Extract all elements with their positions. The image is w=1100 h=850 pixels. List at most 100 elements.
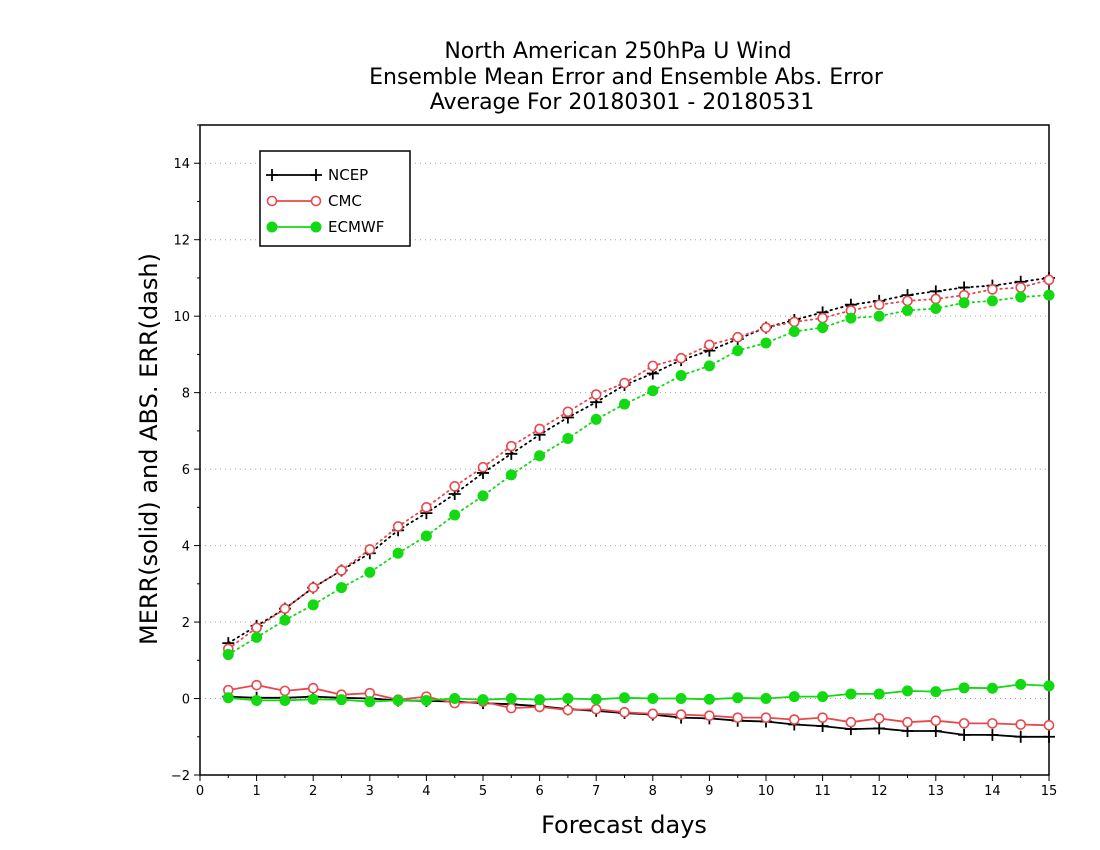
ncep-merr-point xyxy=(929,725,942,738)
y-tick-label: 6 xyxy=(182,463,190,478)
ecmwf-merr-point xyxy=(930,686,942,698)
cmc-abs-err-point xyxy=(505,440,517,452)
cmc-merr-point xyxy=(1043,719,1055,731)
ncep-merr-point xyxy=(873,722,886,735)
ecmwf-merr-point xyxy=(420,694,432,706)
ecmwf-abs-err-point xyxy=(392,547,404,559)
cmc-merr-point xyxy=(930,715,942,727)
ecmwf-abs-err-point xyxy=(703,360,715,372)
x-tick-label: 6 xyxy=(535,784,543,799)
ecmwf-abs-err-point xyxy=(930,303,942,315)
cmc-abs-err-point xyxy=(930,293,942,305)
ecmwf-merr-point xyxy=(873,688,885,700)
legend-cmc-marker-left xyxy=(266,195,278,207)
cmc-merr-point xyxy=(902,716,913,728)
cmc-merr-point xyxy=(704,710,715,722)
ecmwf-merr-point xyxy=(703,693,715,705)
cmc-merr-point xyxy=(788,714,800,725)
x-tick-label: 3 xyxy=(366,784,374,799)
y-tick-label: 2 xyxy=(182,616,190,631)
x-tick-label: 12 xyxy=(871,784,888,799)
cmc-abs-err-point xyxy=(788,316,800,328)
cmc-merr-point xyxy=(562,704,574,716)
cmc-abs-err-point xyxy=(732,331,744,343)
ecmwf-merr-point xyxy=(675,693,687,705)
x-tick-label: 11 xyxy=(814,784,831,799)
y-axis-title: MERR(solid) and ABS. ERR(dash) xyxy=(135,253,163,645)
cmc-merr-point xyxy=(251,679,262,691)
ecmwf-abs-err-point xyxy=(251,631,263,643)
cmc-abs-err-point xyxy=(392,521,404,532)
cmc-abs-err-point xyxy=(421,502,432,513)
ecmwf-abs-err-point xyxy=(817,322,829,334)
ncep-merr-point xyxy=(1014,730,1027,743)
ecmwf-merr-point xyxy=(392,694,404,706)
cmc-abs-err-point xyxy=(1043,274,1055,286)
ecmwf-abs-err-point xyxy=(590,413,602,425)
y-tick-label: 4 xyxy=(182,540,190,555)
grid-lines xyxy=(200,162,1049,776)
cmc-merr-point xyxy=(987,718,998,729)
ecmwf-abs-err-point xyxy=(647,385,659,397)
ecmwf-abs-err-point xyxy=(364,566,376,578)
ecmwf-merr-point xyxy=(222,692,234,704)
x-tick-label: 1 xyxy=(252,784,260,799)
ecmwf-merr-point xyxy=(817,691,829,703)
cmc-abs-err-point xyxy=(364,544,376,555)
y-tick-label: 10 xyxy=(173,310,190,325)
cmc-abs-err-line xyxy=(227,278,1050,650)
ecmwf-abs-err-point xyxy=(1043,289,1055,301)
cmc-abs-err-point xyxy=(251,622,262,634)
y-tick-label: 8 xyxy=(182,387,190,402)
ecmwf-abs-err-point xyxy=(902,304,913,316)
ecmwf-abs-err-point xyxy=(534,450,546,462)
ncep-abs-err-line xyxy=(227,276,1050,644)
cmc-abs-err-point xyxy=(619,377,630,389)
cmc-merr-point xyxy=(1015,719,1027,730)
cmc-abs-err-point xyxy=(477,461,489,473)
ecmwf-abs-err-point xyxy=(336,582,347,594)
cmc-abs-err-point xyxy=(647,360,659,372)
ecmwf-abs-err-point xyxy=(619,398,630,410)
ecmwf-merr-point xyxy=(1043,680,1055,692)
ncep-merr-line xyxy=(228,695,1049,738)
ecmwf-abs-err-point xyxy=(873,310,885,322)
ecmwf-merr-point xyxy=(958,682,970,694)
cmc-abs-err-point xyxy=(902,295,913,307)
cmc-merr-point xyxy=(619,706,630,718)
legend-ncep-marker-left xyxy=(266,169,278,181)
y-tick-label: −2 xyxy=(171,769,190,784)
ecmwf-merr-point xyxy=(534,694,546,706)
y-tick-label: 0 xyxy=(182,693,190,708)
x-tick-label: 2 xyxy=(309,784,317,799)
x-tick-label: 8 xyxy=(649,784,657,799)
ecmwf-merr-point xyxy=(788,691,800,703)
ecmwf-abs-err-point xyxy=(307,599,319,611)
ecmwf-abs-err-point xyxy=(449,509,461,521)
chart-title-line-2: Ensemble Mean Error and Ensemble Abs. Er… xyxy=(369,65,884,90)
cmc-merr-point xyxy=(307,682,319,694)
ecmwf-abs-err-point xyxy=(1015,291,1027,303)
ecmwf-abs-err-point xyxy=(420,530,432,542)
legend: NCEP CMC ECMWF xyxy=(259,150,411,247)
series-lines xyxy=(222,271,1055,743)
cmc-merr-point xyxy=(590,703,602,715)
legend-cmc-marker-right xyxy=(310,195,322,207)
ecmwf-abs-err-point xyxy=(958,297,970,309)
ncep-merr-point xyxy=(1043,730,1055,743)
ecmwf-merr-point xyxy=(364,696,376,708)
legend-ecmwf-marker-right xyxy=(310,221,322,233)
legend-ecmwf-label: ECMWF xyxy=(328,218,384,236)
x-tick-label: 14 xyxy=(984,784,1001,799)
cmc-abs-err-point xyxy=(1015,282,1027,293)
legend-ncep-label: NCEP xyxy=(328,166,368,184)
x-tick-label: 13 xyxy=(928,784,945,799)
ecmwf-abs-err-point xyxy=(222,649,234,661)
ncep-merr-point xyxy=(986,728,999,741)
ncep-merr-point xyxy=(958,728,971,741)
cmc-abs-err-point xyxy=(336,565,347,576)
ecmwf-merr-point xyxy=(986,682,998,694)
ecmwf-abs-err-point xyxy=(279,614,291,626)
ecmwf-merr-point xyxy=(449,693,461,705)
cmc-abs-err-point xyxy=(760,322,772,333)
